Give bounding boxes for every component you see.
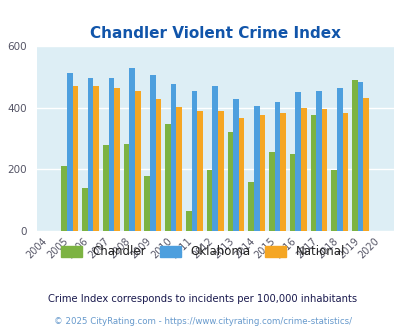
Bar [165, 124, 171, 231]
Bar [336, 88, 342, 231]
Bar [144, 176, 150, 231]
Bar [342, 113, 347, 231]
Bar [253, 106, 259, 231]
Bar [102, 146, 108, 231]
Bar [155, 99, 161, 231]
Bar [93, 85, 99, 231]
Bar [67, 73, 72, 231]
Bar [191, 91, 197, 231]
Bar [134, 91, 140, 231]
Bar [232, 99, 238, 231]
Bar [171, 84, 176, 231]
Bar [176, 107, 181, 231]
Bar [357, 82, 362, 231]
Bar [330, 170, 336, 231]
Bar [248, 182, 253, 231]
Bar [321, 109, 327, 231]
Bar [279, 113, 285, 231]
Bar [124, 144, 129, 231]
Bar [227, 132, 232, 231]
Bar [108, 78, 114, 231]
Bar [212, 86, 217, 231]
Bar [114, 88, 119, 231]
Bar [87, 78, 93, 231]
Bar [185, 211, 191, 231]
Bar [238, 118, 244, 231]
Bar [197, 111, 202, 231]
Bar [274, 102, 279, 231]
Bar [301, 108, 306, 231]
Bar [217, 111, 223, 231]
Title: Chandler Violent Crime Index: Chandler Violent Crime Index [90, 26, 340, 41]
Bar [259, 115, 264, 231]
Legend: Chandler, Oklahoma, National: Chandler, Oklahoma, National [56, 241, 349, 263]
Bar [61, 166, 67, 231]
Bar [295, 92, 301, 231]
Bar [129, 68, 134, 231]
Bar [72, 86, 78, 231]
Text: © 2025 CityRating.com - https://www.cityrating.com/crime-statistics/: © 2025 CityRating.com - https://www.city… [54, 317, 351, 326]
Bar [351, 80, 357, 231]
Bar [315, 91, 321, 231]
Text: Crime Index corresponds to incidents per 100,000 inhabitants: Crime Index corresponds to incidents per… [48, 294, 357, 304]
Bar [362, 98, 368, 231]
Bar [269, 152, 274, 231]
Bar [150, 76, 155, 231]
Bar [82, 188, 87, 231]
Bar [289, 154, 295, 231]
Bar [310, 115, 315, 231]
Bar [206, 170, 212, 231]
